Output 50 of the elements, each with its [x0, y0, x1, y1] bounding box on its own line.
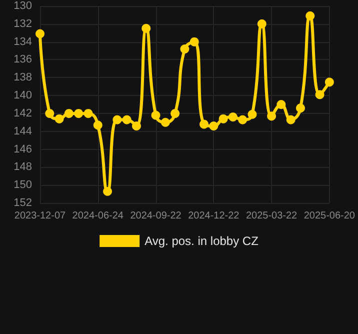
point	[296, 104, 305, 113]
y-tick-label: 148	[14, 161, 32, 174]
point	[160, 118, 170, 127]
y-tick-label: 138	[14, 72, 32, 84]
point	[54, 114, 64, 124]
y-tick-label: 144	[14, 125, 32, 138]
point	[248, 110, 257, 119]
y-tick-label: 146	[14, 143, 32, 156]
x-tick-label: 2024-09-22	[130, 210, 182, 222]
point	[209, 121, 218, 130]
point	[267, 112, 276, 121]
point	[228, 112, 238, 122]
y-tick-label: 150	[14, 179, 32, 192]
y-tick-label: 130	[14, 0, 32, 12]
point	[93, 120, 102, 130]
point	[64, 108, 74, 118]
point	[36, 29, 44, 38]
y-tick-label: 134	[14, 36, 32, 48]
x-tick-label: 2025-06-20	[304, 210, 356, 222]
point	[103, 186, 112, 196]
point	[324, 78, 334, 87]
legend-label: Avg. pos. in lobby CZ	[144, 234, 258, 248]
point	[257, 19, 266, 28]
y-tick-label: 142	[14, 107, 32, 120]
point	[142, 24, 151, 33]
point	[276, 100, 286, 109]
point	[45, 108, 54, 118]
point	[180, 44, 190, 54]
point	[151, 110, 160, 120]
point	[84, 108, 93, 118]
y-tick-label: 132	[14, 18, 32, 30]
y-tick-label: 152	[14, 197, 32, 209]
x-tick-label: 2024-06-24	[72, 210, 124, 222]
point	[132, 121, 141, 130]
point	[238, 115, 248, 124]
y-tick-label: 136	[14, 54, 32, 66]
point	[74, 108, 84, 118]
point	[286, 115, 296, 124]
y-tick-label: 140	[14, 90, 32, 102]
x-tick-label: 2025-03-22	[246, 210, 298, 222]
point	[315, 90, 324, 100]
point	[200, 120, 209, 129]
point	[122, 115, 132, 124]
point	[218, 114, 228, 124]
point	[190, 37, 199, 46]
point	[306, 11, 315, 20]
point	[170, 108, 180, 118]
x-tick-label: 2024-12-22	[188, 210, 240, 222]
point	[112, 115, 122, 124]
x-tick-label: 2023-12-07	[14, 210, 66, 222]
